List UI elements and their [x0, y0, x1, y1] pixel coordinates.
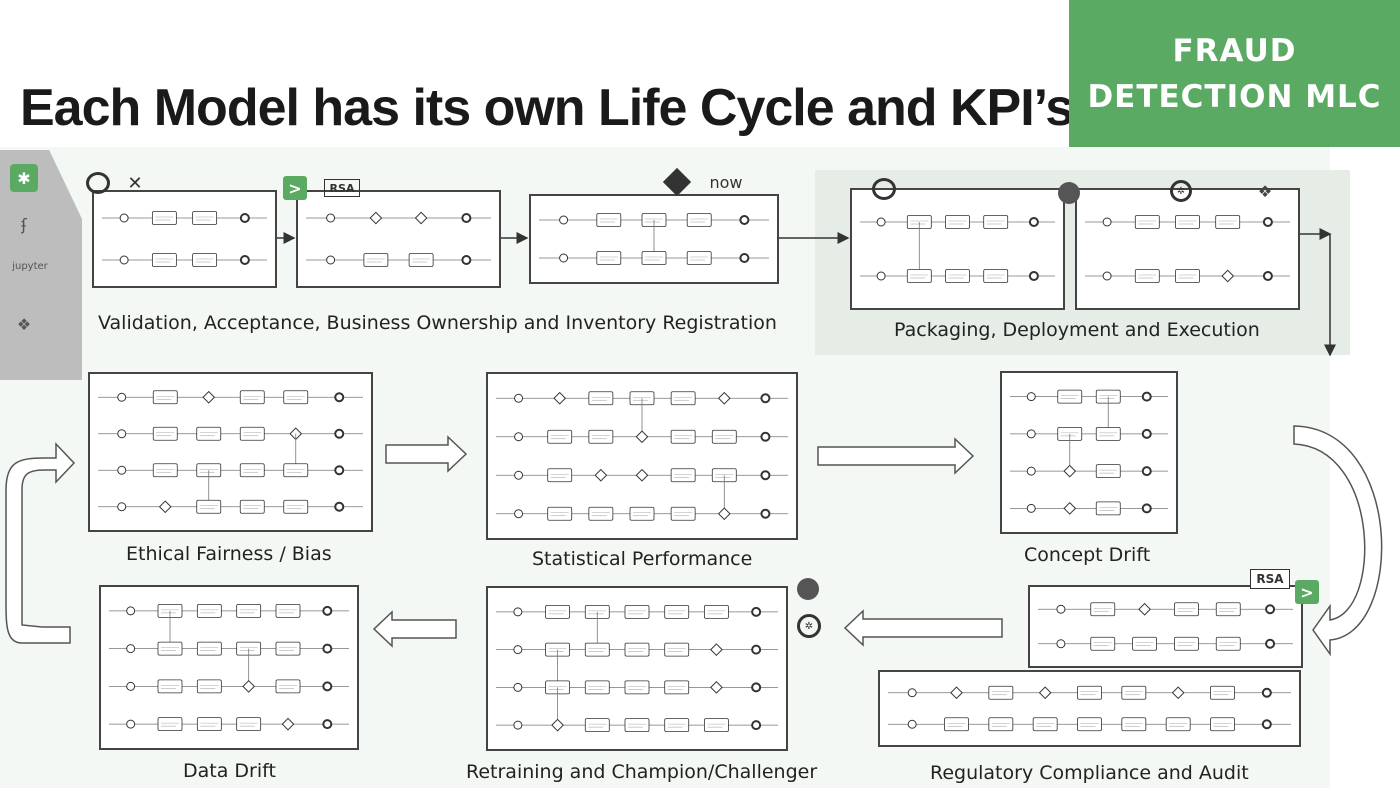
process-flow-sketch	[539, 213, 769, 265]
cloudera-icon-2	[872, 178, 896, 200]
stage-label-statistical-performance: Statistical Performance	[532, 548, 753, 570]
data-drift-diagram	[99, 585, 359, 750]
regulatory-diagram-1	[1028, 585, 1303, 668]
process-flow-sketch	[860, 215, 1055, 283]
stage-label-concept-drift: Concept Drift	[1024, 544, 1151, 566]
tool-sidebar: ✱ ʄ jupyter ❖	[0, 150, 82, 380]
statistical-performance-diagram	[486, 372, 798, 540]
rsa-logo-2: RSA	[1250, 569, 1290, 589]
flow-icon[interactable]: ʄ	[21, 214, 27, 234]
terminal-icon-2: >	[1295, 580, 1319, 604]
retraining-diagram	[486, 586, 788, 751]
container-icon-2	[797, 578, 819, 600]
brain-icon[interactable]: ✱	[10, 164, 38, 192]
process-flow-sketch	[496, 391, 788, 521]
python-icon[interactable]: ❖	[16, 314, 32, 334]
servicenow-logo: now	[709, 172, 743, 192]
process-flow-sketch	[1085, 215, 1290, 283]
stage-label-data-drift: Data Drift	[183, 760, 276, 782]
regulatory-diagram-2	[878, 670, 1301, 747]
stage-label-retraining: Retraining and Champion/Challenger	[466, 761, 818, 783]
process-flow-sketch	[98, 390, 363, 514]
validation-diagram-3	[529, 194, 779, 284]
process-flow-sketch	[1010, 389, 1168, 516]
process-flow-sketch	[888, 685, 1291, 732]
badge-line-1: FRAUD	[1172, 32, 1297, 69]
packaging-diagram-1	[850, 188, 1065, 310]
stage-label-validation: Validation, Acceptance, Business Ownersh…	[98, 312, 777, 334]
jupyter-icon[interactable]: jupyter	[12, 260, 48, 272]
process-flow-sketch	[102, 211, 267, 267]
tools-icon: ✕	[127, 172, 143, 194]
page-title: Each Model has its own Life Cycle and KP…	[20, 79, 1074, 137]
kubernetes-icon-2: ✲	[797, 614, 821, 638]
fraud-detection-badge: FRAUD DETECTION MLC	[1069, 0, 1400, 147]
validation-diagram-2	[296, 190, 501, 288]
terminal-icon: >	[283, 176, 307, 200]
stage-label-regulatory: Regulatory Compliance and Audit	[930, 762, 1249, 784]
validation-diagram-1	[92, 190, 277, 288]
ethical-fairness-diagram	[88, 372, 373, 532]
python-logo-icon: ❖	[1257, 181, 1273, 201]
process-flow-sketch	[306, 211, 491, 267]
stage-label-ethical-fairness: Ethical Fairness / Bias	[126, 543, 332, 565]
cloudera-icon	[86, 172, 110, 194]
process-flow-sketch	[109, 603, 349, 732]
process-flow-sketch	[1038, 602, 1293, 651]
container-icon	[1058, 182, 1080, 204]
rsa-logo: RSA	[324, 179, 360, 197]
concept-drift-diagram	[1000, 371, 1178, 534]
packaging-diagram-2	[1075, 188, 1300, 310]
stage-label-packaging: Packaging, Deployment and Execution	[894, 319, 1260, 341]
badge-line-2: DETECTION MLC	[1087, 78, 1382, 115]
process-flow-sketch	[496, 604, 778, 733]
kubernetes-icon: ✲	[1170, 180, 1192, 202]
